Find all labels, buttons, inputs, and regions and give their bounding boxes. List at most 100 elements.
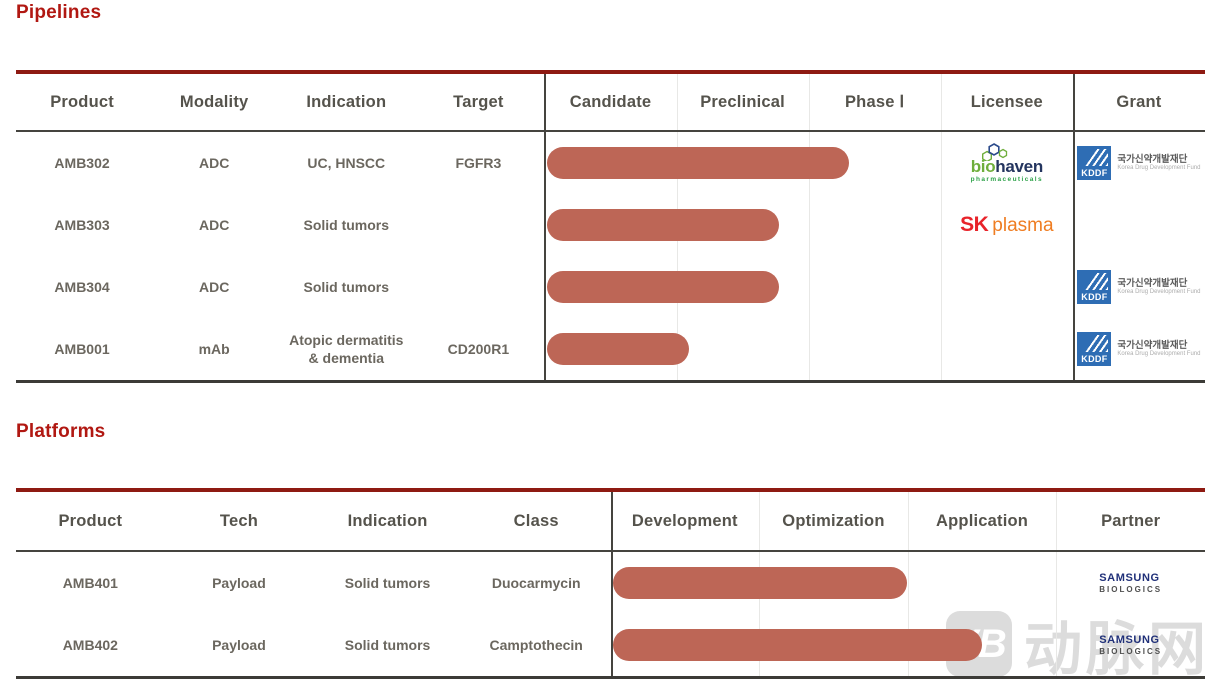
column-header-target: Target [453, 92, 504, 111]
product-cell: AMB001 [54, 340, 110, 357]
pipeline-row-amb303: AMB303 ADC Solid tumors SK plasma [16, 194, 1205, 256]
kddf-stripes-icon [1085, 273, 1109, 290]
grant-cell: KDDF 국가신약개발재단 Korea Drug Development Fun… [1073, 332, 1205, 366]
biohaven-haven: haven [995, 156, 1043, 176]
column-header-tech: Tech [219, 511, 258, 530]
kddf-text: 국가신약개발재단 Korea Drug Development Fund [1117, 278, 1200, 297]
indication-cell: Solid tumors [344, 636, 431, 653]
kddf-abbr: KDDF [1081, 292, 1108, 302]
pipelines-table: Product Modality Indication Target Candi… [16, 70, 1205, 383]
column-header-optimization: Optimization [782, 511, 885, 530]
sk-plasma-logo: SK plasma [960, 213, 1053, 237]
product-cell: AMB402 [62, 636, 118, 653]
divider-application-partner [1056, 492, 1058, 676]
biologics-wordmark: BIOLOGICS [1099, 584, 1163, 594]
column-header-development: Development [631, 511, 738, 530]
stage-progress-bar [547, 333, 689, 365]
target-cell: CD200R1 [447, 340, 510, 357]
column-header-indication: Indication [306, 92, 387, 111]
pipelines-grid: Product Modality Indication Target Candi… [16, 74, 1205, 383]
licensee-cell: biohaven pharmaceuticals [941, 142, 1073, 184]
modality-cell: mAb [198, 340, 230, 357]
grant-cell: KDDF 국가신약개발재단 Korea Drug Development Fun… [1073, 146, 1205, 180]
samsung-biologics-logo: SAMSUNG BIOLOGICS [1099, 572, 1162, 595]
kddf-text: 국가신약개발재단 Korea Drug Development Fund [1117, 154, 1200, 173]
kddf-english: Korea Drug Development Fund [1117, 289, 1201, 296]
divider-after-class [610, 492, 613, 676]
platforms-table: Product Tech Indication Class Developmen… [16, 488, 1205, 679]
platforms-title: Platforms [16, 421, 106, 442]
stage-progress-bar [547, 209, 779, 241]
pipelines-top-border [16, 70, 1205, 74]
divider-phase1-licensee [940, 74, 942, 380]
kddf-logo: KDDF 국가신약개발재단 Korea Drug Development Fun… [1077, 332, 1200, 366]
indication-cell: Solid tumors [344, 574, 431, 591]
watermark-text: 动脉网 [1024, 617, 1211, 682]
kddf-logo: KDDF 국가신약개발재단 Korea Drug Development Fun… [1077, 270, 1200, 304]
samsung-biologics-logo: SAMSUNG BIOLOGICS [1099, 634, 1162, 657]
class-cell: Camptothecin [489, 636, 583, 653]
stage-progress-bar [547, 271, 779, 303]
indication-cell: Solid tumors [303, 278, 390, 295]
pipelines-title: Pipelines [16, 2, 102, 23]
kddf-english: Korea Drug Development Fund [1117, 351, 1201, 358]
kddf-square-icon: KDDF [1077, 146, 1112, 180]
target-cell: FGFR3 [455, 154, 502, 171]
product-cell: AMB302 [54, 154, 110, 171]
column-header-licensee: Licensee [970, 92, 1043, 111]
licensee-cell: SK plasma [941, 213, 1073, 237]
plasma-wordmark: plasma [992, 215, 1054, 236]
biologics-wordmark: BIOLOGICS [1099, 646, 1163, 656]
platform-row-amb402: AMB402 Payload Solid tumors Camptothecin… [16, 614, 1205, 676]
kddf-korean: 국가신약개발재단 [1117, 277, 1188, 289]
column-header-grant: Grant [1116, 92, 1162, 111]
platforms-top-border [16, 488, 1205, 492]
grant-cell: KDDF 국가신약개발재단 Korea Drug Development Fun… [1073, 270, 1205, 304]
column-header-indication: Indication [347, 511, 428, 530]
tech-cell: Payload [212, 574, 266, 591]
kddf-text: 국가신약개발재단 Korea Drug Development Fund [1117, 340, 1200, 359]
kddf-abbr: KDDF [1081, 354, 1108, 364]
kddf-abbr: KDDF [1081, 168, 1108, 178]
kddf-korean: 국가신약개발재단 [1117, 339, 1188, 351]
column-header-partner: Partner [1101, 511, 1161, 530]
stage-progress-bar [547, 147, 849, 179]
column-header-class: Class [513, 511, 559, 530]
modality-cell: ADC [198, 278, 230, 295]
kddf-stripes-icon [1085, 149, 1109, 166]
kddf-stripes-icon [1085, 335, 1109, 352]
class-cell: Duocarmycin [491, 574, 581, 591]
partner-cell: SAMSUNG BIOLOGICS [1056, 572, 1205, 595]
biohaven-subtext: pharmaceuticals [970, 175, 1043, 183]
kddf-korean: 국가신약개발재단 [1117, 153, 1188, 165]
column-header-application: Application [936, 511, 1029, 530]
pipeline-row-amb302: AMB302 ADC UC, HNSCC FGFR3 biohaven phar… [16, 132, 1205, 194]
biohaven-hexagons-icon [981, 142, 1007, 161]
biohaven-logo: biohaven pharmaceuticals [970, 142, 1043, 184]
pipelines-header-row: Product Modality Indication Target Candi… [16, 74, 1205, 132]
column-header-candidate: Candidate [569, 92, 652, 111]
divider-licensee-grant [1072, 74, 1075, 380]
column-header-preclinical: Preclinical [700, 92, 785, 111]
kddf-logo: KDDF 국가신약개발재단 Korea Drug Development Fun… [1077, 146, 1200, 180]
indication-cell: Atopic dermatitis & dementia [289, 331, 404, 366]
indication-cell: Solid tumors [303, 216, 390, 233]
pipeline-row-amb001: AMB001 mAb Atopic dermatitis & dementia … [16, 318, 1205, 380]
pipeline-row-amb304: AMB304 ADC Solid tumors KDDF 국가신약개발재단 Ko… [16, 256, 1205, 318]
modality-cell: ADC [198, 154, 230, 171]
divider-preclinical-phase1 [808, 74, 810, 380]
stage-progress-bar [613, 629, 982, 661]
column-header-modality: Modality [179, 92, 249, 111]
product-cell: AMB303 [54, 216, 110, 233]
column-header-product: Product [58, 511, 123, 530]
column-header-product: Product [50, 92, 114, 111]
modality-cell: ADC [198, 216, 230, 233]
sk-wordmark: SK [960, 213, 989, 236]
platforms-grid: Product Tech Indication Class Developmen… [16, 492, 1205, 679]
column-header-phase1: Phase Ⅰ [844, 93, 905, 111]
partner-cell: SAMSUNG BIOLOGICS [1056, 634, 1205, 657]
samsung-wordmark: SAMSUNG [1099, 633, 1160, 646]
platforms-header-row: Product Tech Indication Class Developmen… [16, 492, 1205, 552]
stage-progress-bar [613, 567, 907, 599]
